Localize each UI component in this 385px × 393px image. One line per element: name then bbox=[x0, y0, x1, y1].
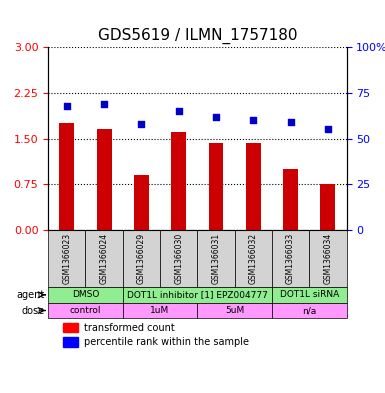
Text: n/a: n/a bbox=[302, 306, 316, 315]
Point bbox=[250, 117, 256, 123]
Text: GSM1366031: GSM1366031 bbox=[211, 233, 221, 284]
FancyBboxPatch shape bbox=[123, 303, 197, 318]
Bar bbox=[209, 143, 223, 230]
FancyBboxPatch shape bbox=[272, 287, 346, 303]
FancyBboxPatch shape bbox=[123, 230, 160, 287]
Text: 5uM: 5uM bbox=[225, 306, 244, 315]
Point bbox=[101, 101, 107, 107]
Point bbox=[176, 108, 182, 114]
Text: DOT1L siRNA: DOT1L siRNA bbox=[280, 290, 339, 299]
FancyBboxPatch shape bbox=[123, 287, 272, 303]
Point bbox=[288, 119, 294, 125]
Text: GSM1366024: GSM1366024 bbox=[100, 233, 109, 284]
Text: GSM1366029: GSM1366029 bbox=[137, 233, 146, 284]
Text: GSM1366023: GSM1366023 bbox=[62, 233, 71, 284]
Point bbox=[138, 121, 144, 127]
FancyBboxPatch shape bbox=[160, 230, 197, 287]
Text: agent: agent bbox=[16, 290, 44, 300]
Text: dose: dose bbox=[21, 305, 44, 316]
Bar bbox=[171, 132, 186, 230]
FancyBboxPatch shape bbox=[85, 230, 123, 287]
Bar bbox=[320, 184, 335, 230]
Bar bbox=[246, 143, 261, 230]
FancyBboxPatch shape bbox=[272, 303, 346, 318]
FancyBboxPatch shape bbox=[234, 230, 272, 287]
FancyBboxPatch shape bbox=[197, 303, 272, 318]
FancyBboxPatch shape bbox=[272, 230, 309, 287]
Bar bbox=[63, 337, 78, 347]
Text: GSM1366033: GSM1366033 bbox=[286, 233, 295, 284]
Point bbox=[325, 126, 331, 132]
Text: GSM1366034: GSM1366034 bbox=[323, 233, 332, 284]
FancyBboxPatch shape bbox=[48, 230, 85, 287]
FancyBboxPatch shape bbox=[48, 287, 123, 303]
Text: control: control bbox=[70, 306, 101, 315]
Bar bbox=[283, 169, 298, 230]
Bar bbox=[97, 129, 112, 230]
Bar bbox=[59, 123, 74, 230]
Text: DOT1L inhibitor [1] EPZ004777: DOT1L inhibitor [1] EPZ004777 bbox=[127, 290, 268, 299]
Text: 1uM: 1uM bbox=[151, 306, 170, 315]
Text: GSM1366030: GSM1366030 bbox=[174, 233, 183, 284]
Text: GSM1366032: GSM1366032 bbox=[249, 233, 258, 284]
FancyBboxPatch shape bbox=[309, 230, 346, 287]
Bar bbox=[63, 323, 78, 332]
Title: GDS5619 / ILMN_1757180: GDS5619 / ILMN_1757180 bbox=[97, 28, 297, 44]
Bar bbox=[134, 175, 149, 230]
Text: transformed count: transformed count bbox=[84, 323, 175, 333]
FancyBboxPatch shape bbox=[197, 230, 234, 287]
Point bbox=[64, 103, 70, 109]
Text: percentile rank within the sample: percentile rank within the sample bbox=[84, 337, 249, 347]
FancyBboxPatch shape bbox=[48, 303, 123, 318]
Point bbox=[213, 114, 219, 120]
Text: DMSO: DMSO bbox=[72, 290, 99, 299]
